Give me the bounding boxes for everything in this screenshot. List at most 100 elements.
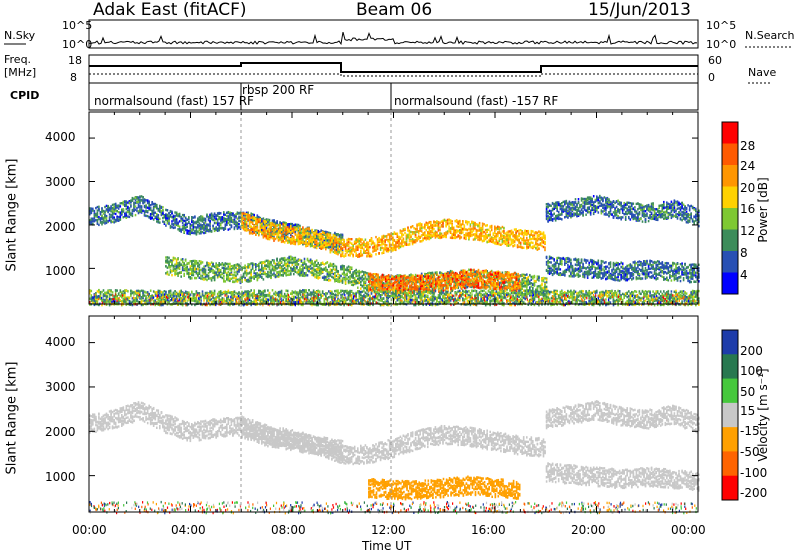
scatter-cell <box>430 224 432 227</box>
scatter-cell <box>490 224 493 228</box>
power-colorbar-tick: 20 <box>740 181 756 195</box>
scatter-cell <box>290 225 292 228</box>
scatter-cell <box>253 229 255 232</box>
scatter-cell <box>381 246 383 249</box>
scatter-cell <box>113 221 115 224</box>
scatter-cell <box>229 277 231 280</box>
scatter-cell <box>507 233 510 236</box>
scatter-cell <box>184 223 187 227</box>
scatter-cell <box>338 248 341 251</box>
scatter-cell <box>180 258 182 261</box>
scatter-cell <box>300 271 303 274</box>
scatter-cell <box>108 219 111 222</box>
scatter-cell <box>111 220 114 224</box>
scatter-cell <box>527 239 530 242</box>
scatter-cell <box>299 272 301 275</box>
scatter-cell <box>268 267 271 270</box>
scatter-cell <box>265 267 268 271</box>
scatter-cell <box>530 241 533 244</box>
scatter-cell <box>536 238 539 242</box>
scatter-cell <box>139 195 141 198</box>
scatter-cell <box>335 246 338 249</box>
scatter-cell <box>315 243 318 246</box>
scatter-cell <box>89 219 91 222</box>
scatter-cell <box>229 262 231 266</box>
scatter-cell <box>229 220 231 223</box>
scatter-cell <box>210 277 213 280</box>
scatter-cell <box>248 264 251 267</box>
scatter-cell <box>494 230 496 233</box>
scatter-cell <box>203 227 205 230</box>
scatter-cell <box>116 210 118 213</box>
scatter-cell <box>509 243 511 247</box>
scatter-cell <box>219 219 222 222</box>
scatter-cell <box>251 220 254 223</box>
scatter-cell <box>360 254 362 258</box>
scatter-cell <box>294 238 297 242</box>
scatter-cell <box>248 266 251 269</box>
scatter-cell <box>290 266 292 270</box>
scatter-cell <box>430 226 432 230</box>
scatter-cell <box>169 224 172 228</box>
scatter-cell <box>98 205 100 208</box>
scatter-cell <box>361 279 364 282</box>
scatter-cell <box>224 271 227 274</box>
scatter-cell <box>189 276 192 279</box>
scatter-cell <box>385 247 388 250</box>
scatter-cell <box>122 203 125 206</box>
scatter-cell <box>340 253 342 256</box>
scatter-cell <box>320 267 322 270</box>
scatter-cell <box>105 219 108 222</box>
scatter-cell <box>425 229 428 232</box>
scatter-cell <box>312 262 315 265</box>
scatter-cell <box>347 268 350 272</box>
scatter-cell <box>526 247 528 250</box>
scatter-cell <box>172 223 175 227</box>
scatter-cell <box>201 227 204 230</box>
scatter-cell <box>134 199 137 202</box>
scatter-cell <box>293 258 295 262</box>
scatter-cell <box>258 215 260 219</box>
scatter-cell <box>204 230 207 233</box>
scatter-cell <box>288 273 290 276</box>
scatter-cell <box>364 250 367 253</box>
scatter-cell <box>475 236 478 239</box>
scatter-cell <box>270 236 272 239</box>
scatter-cell <box>296 235 298 239</box>
scatter-cell <box>367 248 370 251</box>
scatter-cell <box>236 217 239 220</box>
scatter-cell <box>297 225 300 228</box>
scatter-cell <box>302 270 304 273</box>
scatter-cell <box>213 271 216 275</box>
scatter-cell <box>442 221 444 224</box>
scatter-cell <box>279 266 281 270</box>
scatter-cell <box>516 230 519 233</box>
scatter-cell <box>156 203 158 207</box>
scatter-cell <box>341 243 344 246</box>
scatter-cell <box>303 274 306 278</box>
scatter-cell <box>218 264 220 267</box>
scatter-cell <box>133 197 135 200</box>
scatter-cell <box>331 236 333 240</box>
scatter-cell <box>286 226 289 229</box>
scatter-cell <box>270 263 272 266</box>
scatter-cell <box>288 231 290 235</box>
scatter-cell <box>357 246 359 249</box>
scatter-cell <box>367 278 370 281</box>
scatter-cell <box>197 261 199 265</box>
scatter-cell <box>152 202 155 206</box>
scatter-cell <box>335 278 338 281</box>
scatter-cell <box>404 231 406 235</box>
scatter-cell <box>501 242 504 245</box>
scatter-cell <box>329 251 332 254</box>
scatter-cell <box>501 240 504 243</box>
scatter-cell <box>247 280 249 283</box>
scatter-cell <box>353 277 356 281</box>
scatter-cell <box>250 279 252 282</box>
scatter-cell <box>201 269 204 272</box>
scatter-cell <box>329 243 332 246</box>
scatter-cell <box>171 263 173 267</box>
scatter-cell <box>459 231 461 235</box>
scatter-cell <box>308 242 310 246</box>
scatter-cell <box>264 264 266 268</box>
